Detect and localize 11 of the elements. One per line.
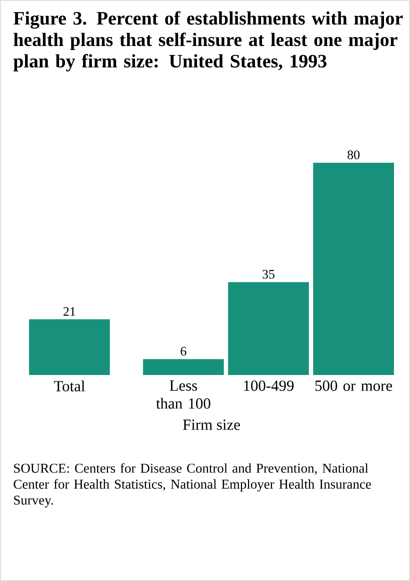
x-tick-label: 500 or more [315, 380, 392, 391]
chart-title: Figure 3. Percent of establishments with major health plans that self-insure at least one major plan by firm size: United States, 1993 [13, 11, 403, 72]
source-note: SOURCE: Centers for Disease Control and Prevention, National Center for Health Statistics, National Employer Health Insurance Survey. [14, 463, 371, 508]
x-axis-title: Firm size [182, 420, 240, 430]
x-tick-label: Total [54, 380, 85, 392]
data-label: 6 [180, 346, 186, 356]
data-label: 35 [262, 270, 274, 279]
x-tick-label: 100-499 [244, 380, 294, 391]
x-tick-label: Less than 100 [156, 380, 210, 409]
data-label: 21 [64, 307, 76, 316]
data-label: 80 [348, 150, 360, 160]
